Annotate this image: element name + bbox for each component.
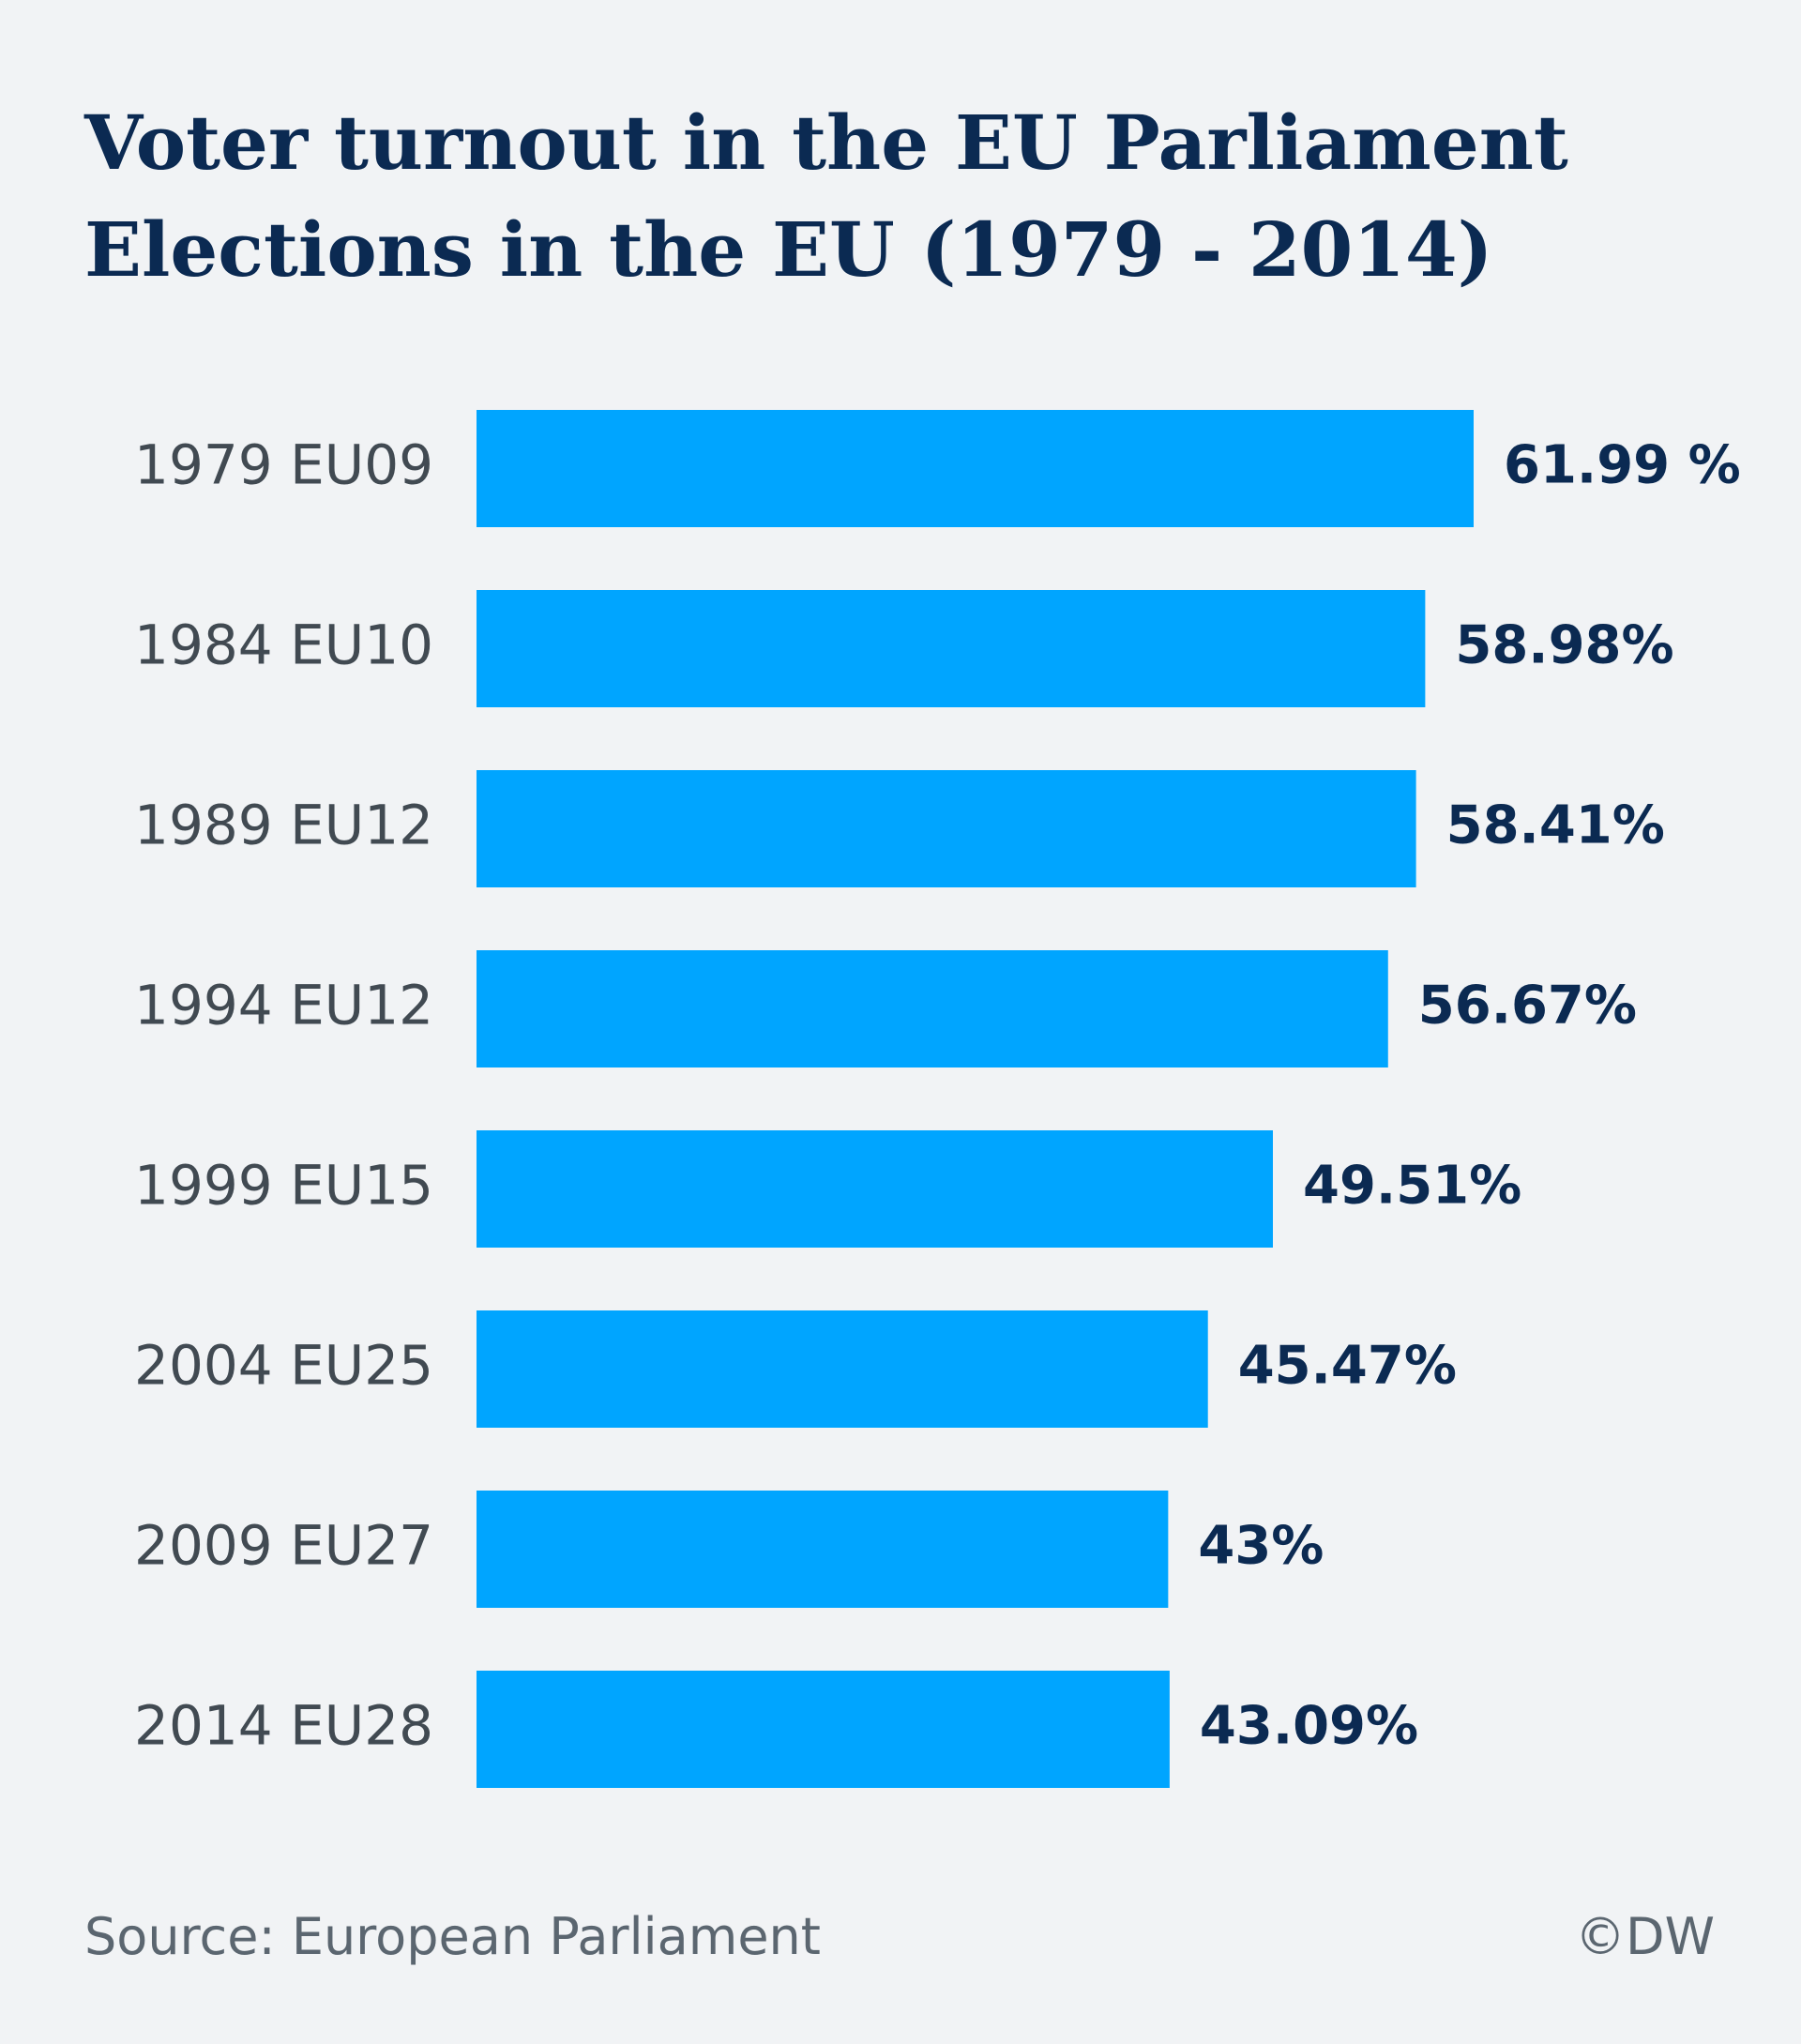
bar-2014-eu28 xyxy=(477,1671,1170,1788)
category-label-1984-eu10: 1984 EU10 xyxy=(134,613,433,677)
value-label-2004-eu25: 45.47% xyxy=(1238,1336,1457,1397)
category-label-1989-eu12: 1989 EU12 xyxy=(134,794,433,857)
value-label-2009-eu27: 43% xyxy=(1198,1516,1324,1577)
category-label-1994-eu12: 1994 EU12 xyxy=(134,974,433,1037)
value-label-1984-eu10: 58.98% xyxy=(1455,615,1673,676)
value-label-1994-eu12: 56.67% xyxy=(1418,976,1637,1037)
category-label-2014-eu28: 2014 EU28 xyxy=(134,1694,433,1758)
copyright-note: ©DW xyxy=(1575,1907,1715,1966)
value-label-1979-eu09: 61.99 % xyxy=(1504,435,1741,496)
bar-1984-eu10 xyxy=(477,590,1426,707)
source-note: Source: European Parliament xyxy=(84,1907,821,1966)
category-label-2004-eu25: 2004 EU25 xyxy=(134,1334,433,1398)
value-label-1999-eu15: 49.51% xyxy=(1303,1156,1521,1217)
bar-1999-eu15 xyxy=(477,1130,1273,1248)
chart-title-line-2: Elections in the EU (1979 - 2014) xyxy=(84,205,1493,294)
category-label-1999-eu15: 1999 EU15 xyxy=(134,1154,433,1218)
value-label-2014-eu28: 43.09% xyxy=(1200,1696,1418,1757)
category-label-2009-eu27: 2009 EU27 xyxy=(134,1514,433,1578)
bar-1989-eu12 xyxy=(477,770,1416,887)
bar-1979-eu09 xyxy=(477,410,1474,527)
bar-1994-eu12 xyxy=(477,950,1388,1067)
bar-2004-eu25 xyxy=(477,1310,1208,1428)
chart-title: Voter turnout in the EU Parliament Elect… xyxy=(84,89,1735,303)
chart-title-line-1: Voter turnout in the EU Parliament xyxy=(84,98,1568,187)
bar-2009-eu27 xyxy=(477,1491,1169,1608)
value-label-1989-eu12: 58.41% xyxy=(1446,795,1665,856)
category-label-1979-eu09: 1979 EU09 xyxy=(134,433,433,497)
bar-chart: 1979 EU09 61.99 % 1984 EU10 58.98% 1989 EU12… xyxy=(134,410,1741,1788)
